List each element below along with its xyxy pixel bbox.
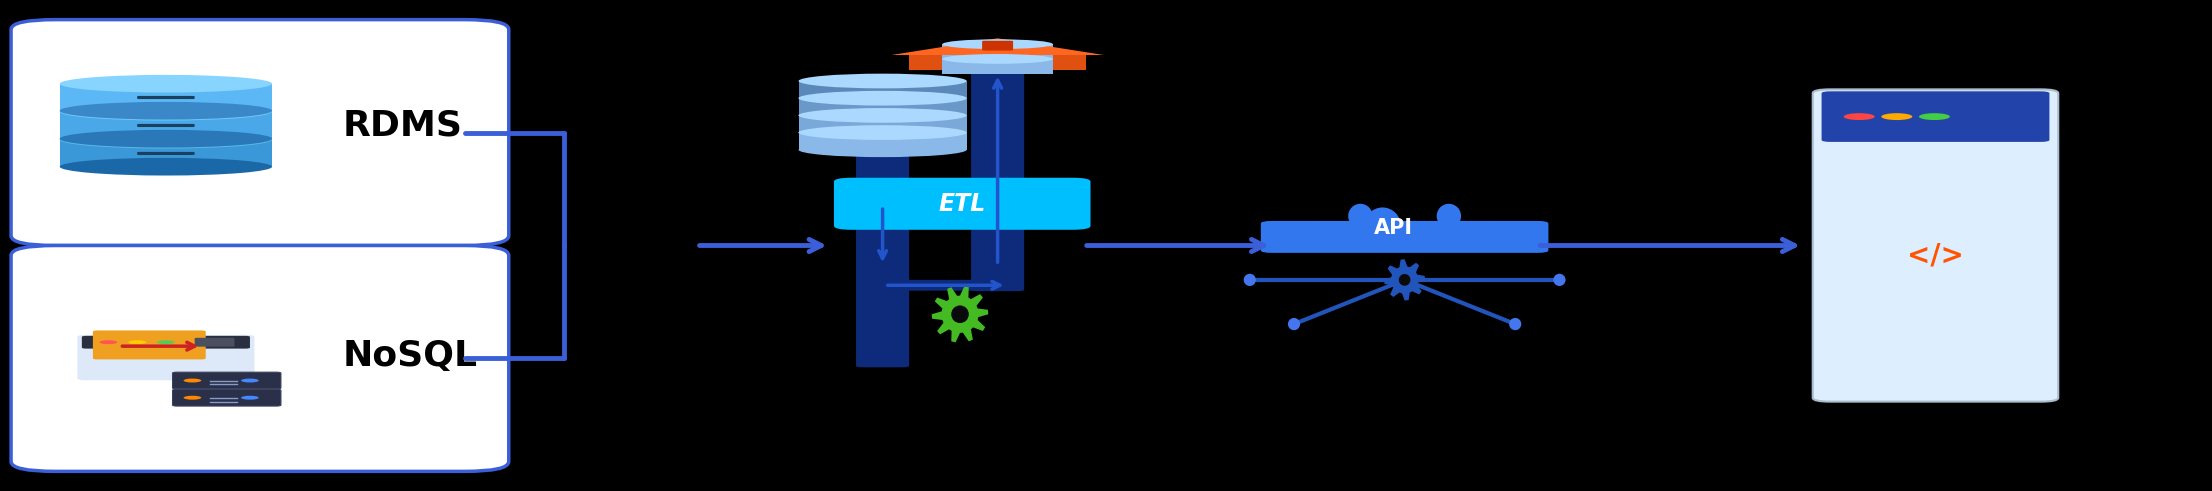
FancyBboxPatch shape <box>11 20 509 246</box>
Polygon shape <box>942 44 1053 59</box>
Polygon shape <box>931 286 989 342</box>
Ellipse shape <box>60 102 272 120</box>
FancyBboxPatch shape <box>834 178 1091 230</box>
FancyBboxPatch shape <box>195 338 234 347</box>
Ellipse shape <box>60 130 272 148</box>
FancyBboxPatch shape <box>173 389 281 406</box>
Text: API: API <box>1374 218 1413 238</box>
Ellipse shape <box>1365 207 1400 244</box>
Ellipse shape <box>951 305 969 323</box>
Ellipse shape <box>1347 204 1374 228</box>
FancyBboxPatch shape <box>137 96 195 99</box>
Polygon shape <box>909 54 1086 70</box>
FancyBboxPatch shape <box>856 94 909 367</box>
Polygon shape <box>799 133 967 150</box>
Polygon shape <box>1385 259 1425 300</box>
Circle shape <box>1882 113 1913 120</box>
Ellipse shape <box>60 131 272 149</box>
FancyBboxPatch shape <box>971 67 1024 291</box>
Circle shape <box>241 396 259 400</box>
Circle shape <box>1920 113 1951 120</box>
Polygon shape <box>942 59 1053 74</box>
Ellipse shape <box>1303 221 1329 246</box>
Ellipse shape <box>60 103 272 121</box>
FancyBboxPatch shape <box>82 336 250 349</box>
Text: </>: </> <box>1907 241 1964 270</box>
Text: NoSQL: NoSQL <box>343 339 478 373</box>
Circle shape <box>128 340 146 344</box>
Circle shape <box>184 379 201 382</box>
FancyBboxPatch shape <box>11 246 509 471</box>
Ellipse shape <box>1509 318 1522 330</box>
Circle shape <box>157 340 175 344</box>
Ellipse shape <box>1436 204 1462 228</box>
Polygon shape <box>60 140 272 167</box>
Ellipse shape <box>799 142 967 157</box>
Polygon shape <box>891 38 1104 55</box>
FancyBboxPatch shape <box>858 280 1022 291</box>
Polygon shape <box>60 84 272 111</box>
Circle shape <box>1845 113 1876 120</box>
Ellipse shape <box>1287 318 1301 330</box>
Ellipse shape <box>60 75 272 93</box>
Polygon shape <box>60 112 272 139</box>
Text: ETL: ETL <box>938 192 987 216</box>
FancyBboxPatch shape <box>1823 91 2048 142</box>
FancyBboxPatch shape <box>137 152 195 155</box>
Ellipse shape <box>799 91 967 106</box>
FancyBboxPatch shape <box>1812 89 2057 402</box>
Circle shape <box>241 379 259 382</box>
Text: RDMS: RDMS <box>343 108 462 142</box>
Ellipse shape <box>1398 274 1411 286</box>
Ellipse shape <box>942 54 1053 64</box>
Ellipse shape <box>1480 221 1506 246</box>
Circle shape <box>184 396 201 400</box>
Ellipse shape <box>799 108 967 123</box>
Ellipse shape <box>799 91 967 106</box>
Polygon shape <box>799 115 967 133</box>
FancyBboxPatch shape <box>982 41 1013 51</box>
Ellipse shape <box>799 108 967 123</box>
Ellipse shape <box>60 158 272 176</box>
Ellipse shape <box>799 125 967 140</box>
Polygon shape <box>799 81 967 98</box>
Ellipse shape <box>942 39 1053 49</box>
FancyBboxPatch shape <box>1261 221 1548 253</box>
FancyBboxPatch shape <box>137 124 195 127</box>
Polygon shape <box>799 98 967 115</box>
FancyBboxPatch shape <box>77 335 254 380</box>
Ellipse shape <box>799 125 967 140</box>
Circle shape <box>100 340 117 344</box>
Ellipse shape <box>799 74 967 88</box>
Ellipse shape <box>1553 274 1566 286</box>
Ellipse shape <box>1243 274 1256 286</box>
FancyBboxPatch shape <box>173 372 281 389</box>
FancyBboxPatch shape <box>93 330 206 359</box>
